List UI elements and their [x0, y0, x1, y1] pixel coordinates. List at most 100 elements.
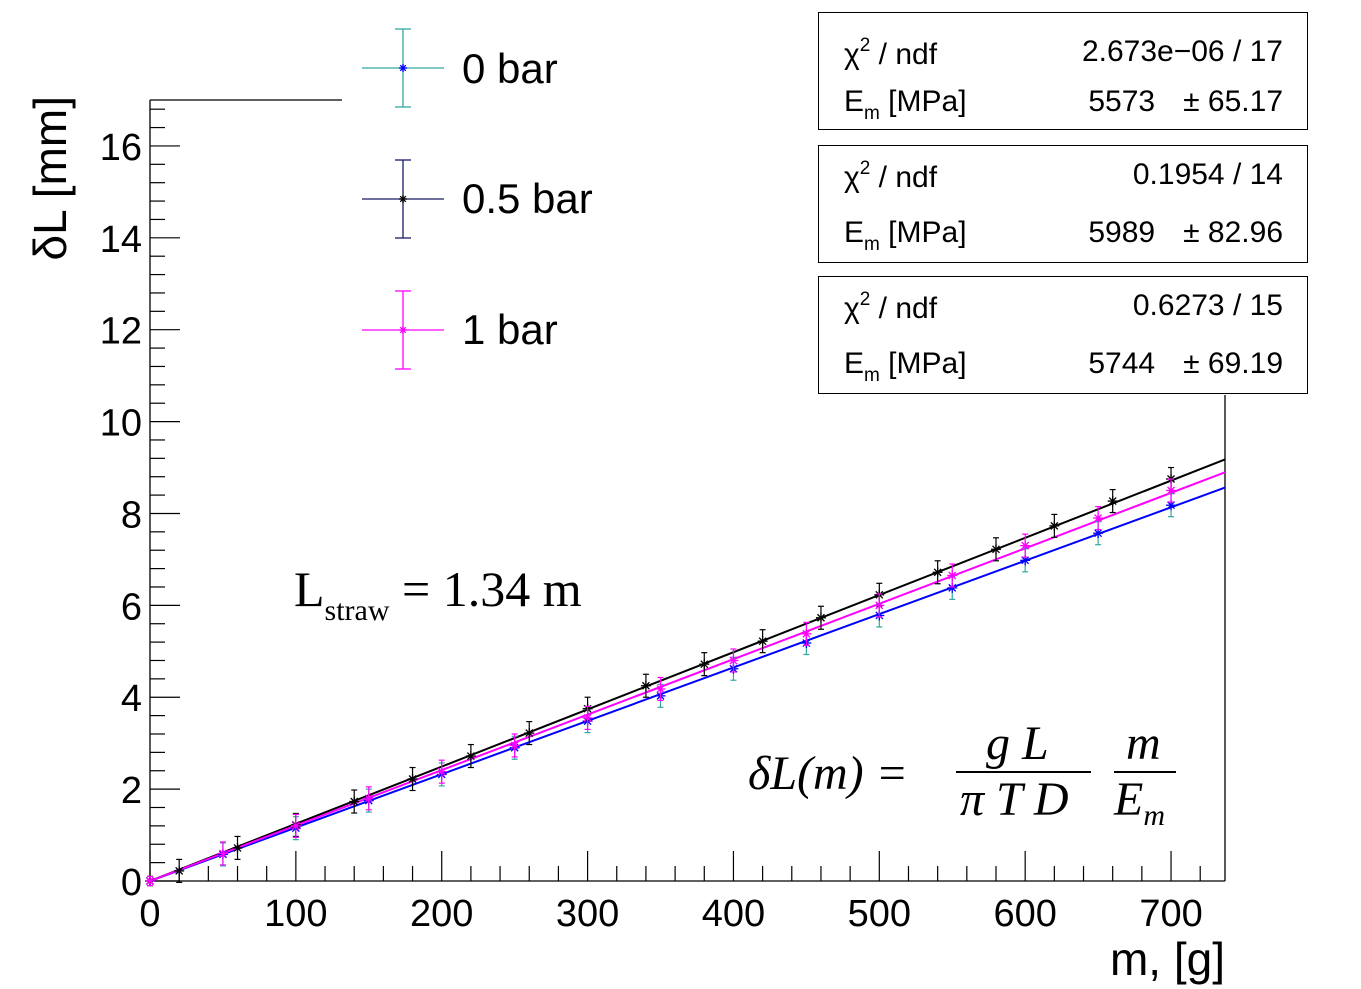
lstraw-sub: straw: [324, 594, 390, 627]
data-point: [436, 759, 447, 784]
data-point: [465, 743, 476, 769]
marker-stroke: [233, 843, 242, 852]
y-tick-label: 12: [100, 311, 142, 353]
em-row: Em [MPa] 5573 ± 65.17: [819, 85, 1307, 125]
marker-stroke: [350, 797, 359, 806]
x-tick-label: 600: [993, 893, 1056, 935]
data-point: [174, 858, 185, 883]
legend-symbol: [362, 159, 444, 239]
lstraw-annotation: Lstraw = 1.34 m: [294, 560, 582, 628]
em-rest: [MPa]: [879, 216, 967, 249]
marker-stroke: [1167, 501, 1175, 510]
stat-box-1-bar: χ2 / ndf 0.6273 / 15 Em [MPa] 5744 ± 69.1…: [818, 276, 1308, 394]
data-point: [1166, 478, 1177, 503]
data-point: [640, 673, 651, 698]
marker-stroke: [583, 713, 592, 722]
marker-stroke: [641, 681, 650, 690]
fit-line-1-bar: [149, 471, 1226, 882]
marker-stroke: [1021, 556, 1030, 565]
em-error: ± 82.96: [1183, 216, 1283, 249]
lstraw-main: L: [294, 561, 325, 617]
marker-stroke: [146, 877, 154, 885]
y-tick-label: 6: [121, 586, 142, 628]
marker-stroke: [948, 583, 957, 592]
marker-stroke: [437, 767, 446, 776]
marker-stroke: [933, 568, 942, 577]
chi2-value: 2.673e−06 / 17: [1081, 35, 1283, 68]
em-value: 5573: [1088, 85, 1156, 118]
chi-symbol: χ: [844, 292, 860, 325]
y-tick-label: 2: [121, 770, 142, 812]
marker-stroke: [175, 866, 184, 875]
y-tick-label: 10: [100, 403, 142, 445]
marker-stroke: [218, 849, 227, 858]
chi-sup: 2: [859, 158, 871, 179]
data-point: [582, 705, 593, 730]
formula-num2: m: [1126, 717, 1161, 770]
data-point: [232, 835, 243, 861]
x-tick-label: 200: [410, 893, 473, 935]
chi-rest: / ndf: [870, 161, 938, 194]
marker-stroke: [1108, 497, 1117, 506]
chi-sup: 2: [859, 35, 871, 56]
data-point: [407, 766, 418, 792]
data-point: [947, 563, 958, 588]
x-tick-label: 300: [556, 893, 619, 935]
marker-stroke: [817, 613, 825, 622]
chi2-value: 0.1954 / 14: [1132, 158, 1283, 191]
data-point: [217, 841, 228, 866]
data-point: [815, 605, 826, 630]
data-point: [524, 720, 535, 746]
data-point: [655, 676, 666, 702]
chi-symbol: χ: [844, 38, 860, 71]
data-point: [290, 813, 301, 838]
chi-rest: / ndf: [870, 38, 938, 71]
marker-stroke: [399, 326, 407, 334]
data-point: [1020, 548, 1031, 573]
data-point: [990, 537, 1001, 562]
marker-stroke: [510, 741, 519, 750]
marker-stroke: [729, 656, 738, 665]
formula-den1: π T D: [960, 773, 1069, 826]
legend-symbol: [362, 28, 444, 108]
em-symbol: E: [844, 347, 865, 380]
marker-stroke: [1021, 541, 1030, 550]
x-tick-label: 500: [848, 893, 911, 935]
legend-label-0-bar: 0 bar: [462, 45, 558, 92]
formula-lhs: δL(m) =: [748, 747, 909, 800]
legend-label-0p5-bar: 0.5 bar: [462, 175, 593, 222]
em-row: Em [MPa] 5744 ± 69.19: [819, 347, 1307, 387]
x-tick-label: 100: [264, 893, 327, 935]
em-row: Em [MPa] 5989 ± 82.96: [819, 216, 1307, 256]
chi2-row: χ2 / ndf 0.6273 / 15: [819, 289, 1307, 329]
marker-stroke: [700, 660, 709, 669]
em-value: 5744: [1088, 347, 1156, 380]
data-point: [1093, 505, 1104, 531]
data-point: [728, 648, 739, 673]
x-tick-label: 0: [139, 893, 160, 935]
formula-bar1: [956, 771, 1091, 773]
stat-box-0-bar: χ2 / ndf 2.673e−06 / 17 Em [MPa] 5573 ± 6…: [818, 12, 1308, 130]
stat-box-0p5-bar: χ2 / ndf 0.1954 / 14 Em [MPa] 5989 ± 82.9…: [818, 145, 1308, 263]
em-symbol: E: [844, 85, 865, 118]
y-tick-label: 14: [100, 219, 142, 261]
marker-stroke: [1050, 521, 1059, 530]
marker-stroke: [399, 64, 407, 72]
data-point: [932, 560, 943, 585]
em-value: 5989: [1088, 216, 1156, 249]
legend-label-1-bar: 1 bar: [462, 306, 558, 353]
em-symbol: E: [844, 216, 865, 249]
em-sub: m: [864, 103, 880, 124]
marker-stroke: [656, 685, 665, 693]
marker-stroke: [525, 729, 534, 738]
marker-stroke: [1094, 514, 1103, 523]
data-point: [874, 593, 885, 618]
data-point: [1107, 488, 1118, 514]
chi2-row: χ2 / ndf 0.1954 / 14: [819, 158, 1307, 198]
y-tick-label: 0: [121, 862, 142, 904]
data-point: [757, 629, 768, 654]
fit-line-0-5-bar: [149, 458, 1226, 882]
y-axis-label: δL [mm]: [24, 96, 76, 260]
x-axis-label: m, [g]: [1110, 933, 1225, 985]
formula-den2-main: E: [1114, 773, 1144, 826]
